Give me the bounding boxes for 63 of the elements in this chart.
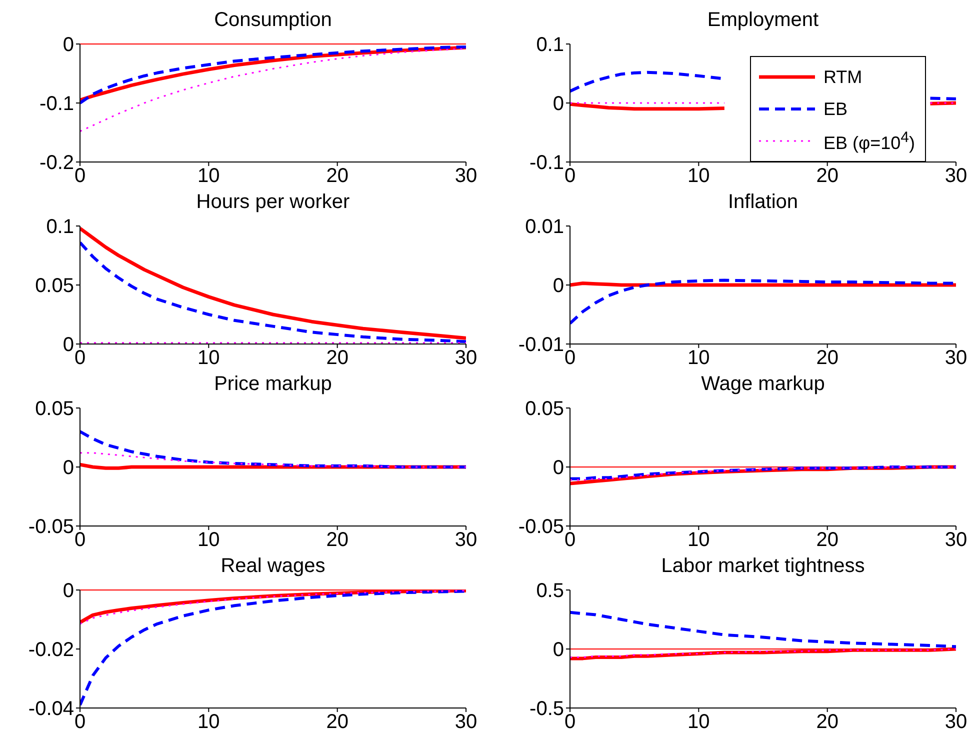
- line-series: [80, 430, 466, 468]
- x-tick-label: 30: [454, 165, 478, 188]
- y-tick-label: 0: [552, 275, 564, 298]
- chart-title: Employment: [706, 8, 820, 32]
- x-tick-label: 30: [454, 529, 478, 552]
- x-tick-label: 30: [944, 165, 968, 188]
- legend-label: RTM: [823, 66, 862, 88]
- y-tick-label: 0.1: [536, 34, 564, 56]
- y-tick-label: -0.05: [518, 516, 564, 538]
- x-tick-label: 20: [326, 165, 348, 188]
- y-tick-label: -0.01: [518, 334, 564, 356]
- x-tick-label: 10: [688, 711, 710, 734]
- chart-title: Wage markup: [700, 372, 826, 396]
- legend-label: EB: [823, 98, 848, 120]
- line-series: [570, 278, 956, 325]
- x-tick-label: 20: [326, 347, 348, 370]
- x-tick-label: 30: [944, 529, 968, 552]
- legend-label: EB (φ=10$^{4}$): [823, 128, 915, 154]
- chart-title: Real wages: [220, 554, 326, 578]
- y-tick-label: -0.5: [530, 698, 564, 720]
- y-tick-label: 0: [552, 93, 564, 116]
- chart-title: Inflation: [726, 190, 800, 214]
- y-tick-label: 0.01: [525, 216, 564, 238]
- y-tick-label: -0.02: [28, 639, 74, 662]
- y-tick-label: 0: [62, 580, 74, 602]
- x-tick-label: 20: [816, 711, 838, 734]
- x-tick-label: 10: [688, 529, 710, 552]
- y-tick-label: -0.1: [40, 93, 74, 116]
- y-tick-label: 0.05: [525, 398, 564, 420]
- y-tick-label: -0.1: [530, 152, 564, 174]
- x-tick-label: 20: [816, 529, 838, 552]
- y-tick-label: 0.5: [536, 580, 564, 602]
- x-tick-label: 10: [198, 711, 220, 734]
- y-tick-label: 0.05: [35, 398, 74, 420]
- x-tick-label: 20: [326, 529, 348, 552]
- y-tick-label: -0.05: [28, 516, 74, 538]
- x-tick-label: 10: [688, 165, 710, 188]
- line-series: [80, 226, 466, 340]
- y-tick-label: -0.04: [28, 698, 74, 720]
- line-series: [80, 452, 466, 468]
- y-tick-label: 0: [62, 457, 74, 480]
- x-tick-label: 20: [816, 165, 838, 188]
- y-tick-label: 0: [552, 639, 564, 662]
- x-tick-label: 10: [198, 347, 220, 370]
- line-series: [570, 610, 956, 648]
- chart-title: Hours per worker: [195, 190, 351, 214]
- x-tick-label: 10: [198, 165, 220, 188]
- x-tick-label: 30: [454, 711, 478, 734]
- x-tick-label: 30: [454, 347, 478, 370]
- x-tick-label: 10: [688, 347, 710, 370]
- y-tick-label: 0: [552, 457, 564, 480]
- x-tick-label: 30: [944, 347, 968, 370]
- y-tick-label: 0.05: [35, 275, 74, 298]
- x-tick-label: 20: [816, 347, 838, 370]
- chart-title: Labor market tightness: [660, 554, 866, 578]
- x-tick-label: 20: [326, 711, 348, 734]
- y-tick-label: 0: [62, 34, 74, 56]
- y-tick-label: -0.2: [40, 152, 74, 174]
- y-tick-label: 0.1: [46, 216, 74, 238]
- x-tick-label: 30: [944, 711, 968, 734]
- chart-title: Consumption: [213, 8, 333, 32]
- x-tick-label: 10: [198, 529, 220, 552]
- chart-title: Price markup: [213, 372, 333, 396]
